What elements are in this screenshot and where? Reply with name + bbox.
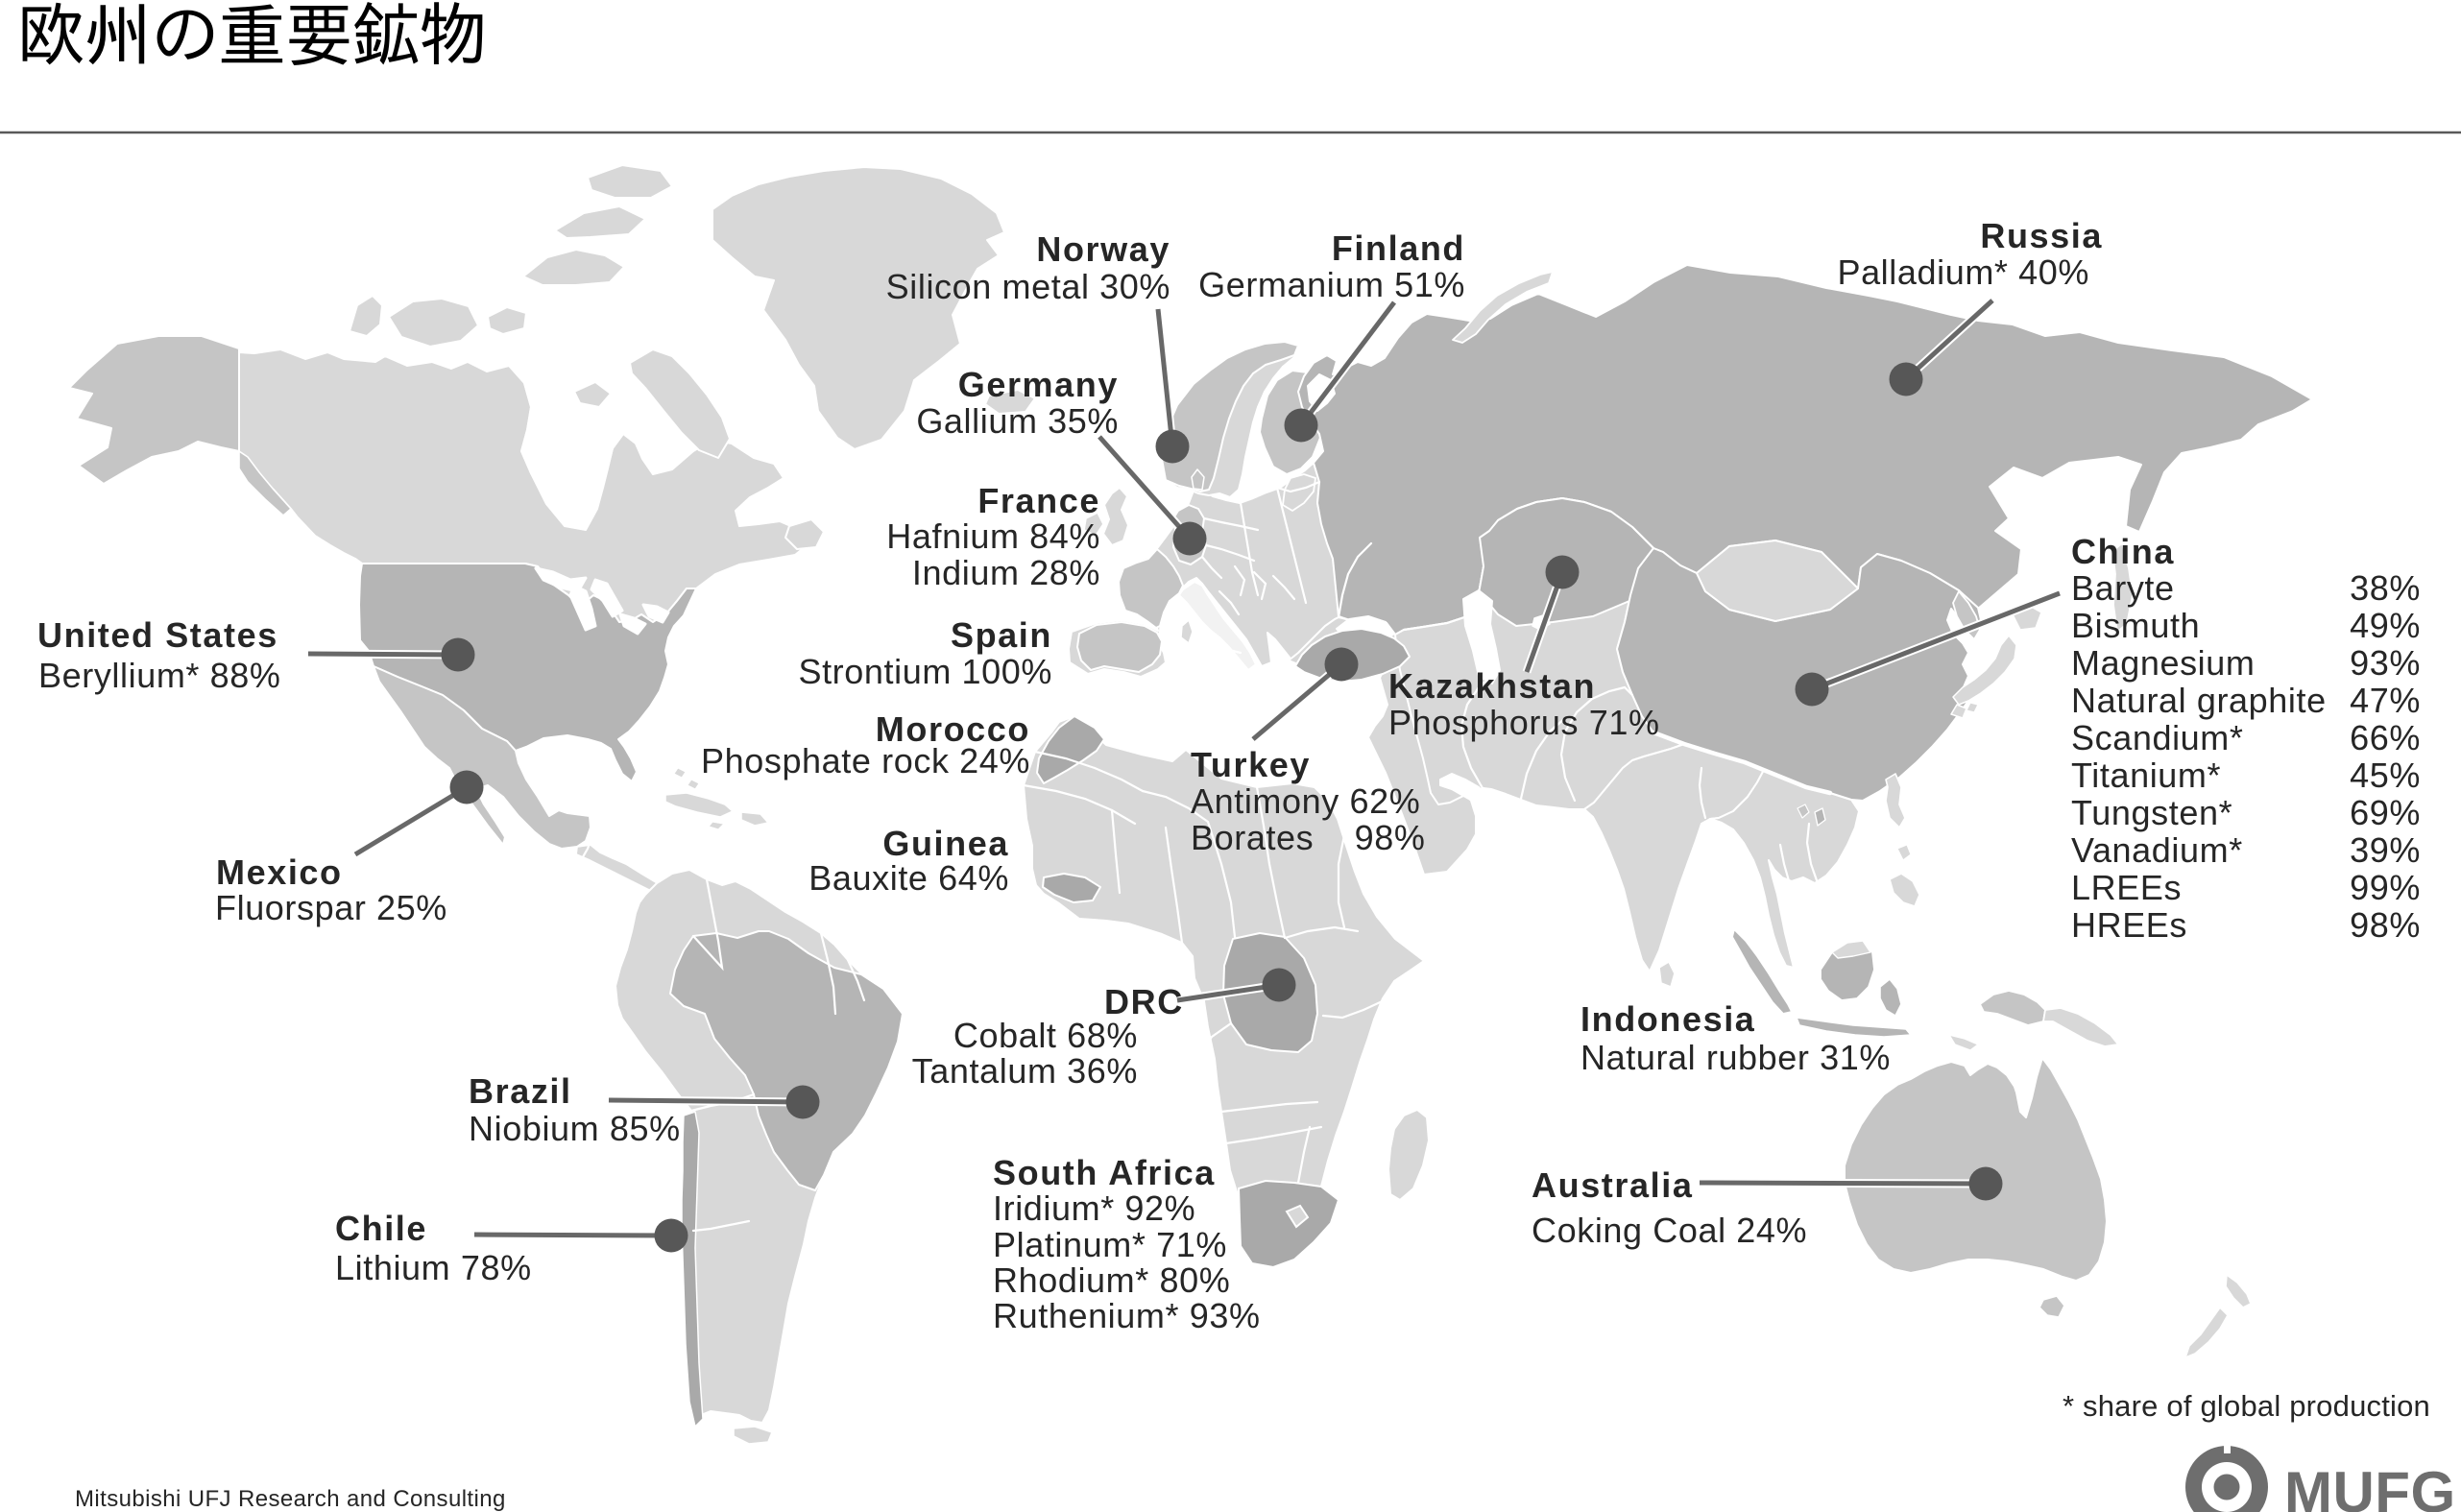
svg-text:MUFG: MUFG xyxy=(2284,1460,2456,1512)
